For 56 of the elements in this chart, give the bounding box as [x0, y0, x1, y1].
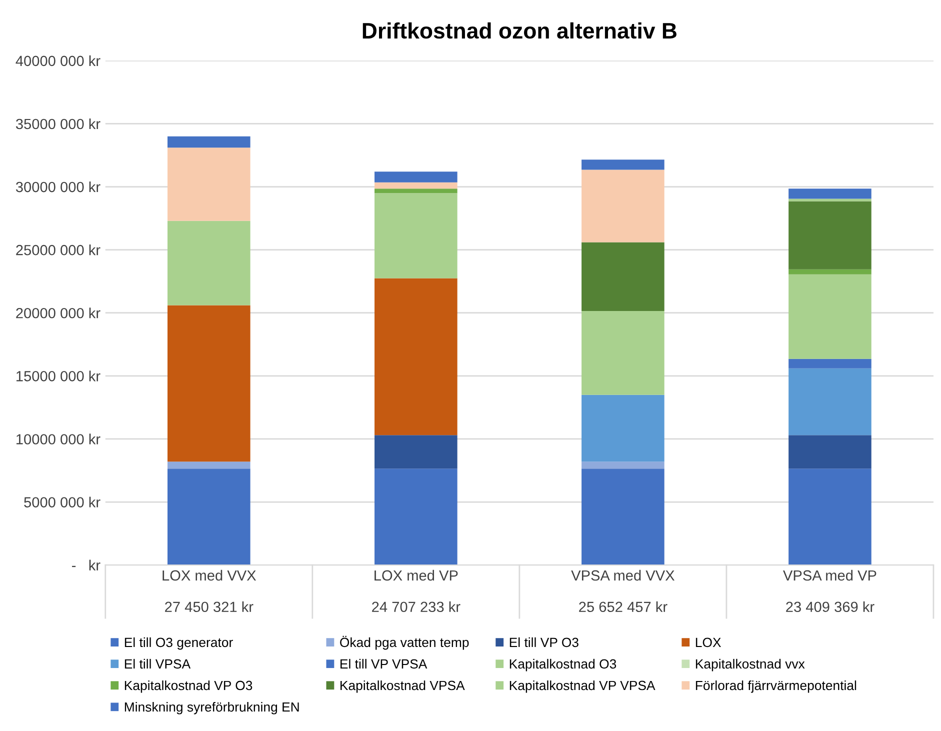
legend-label: El till VP O3: [510, 637, 578, 648]
bar: [374, 435, 458, 469]
legend-label: El till VPSA: [124, 658, 191, 669]
y-tick-label: 35000 000 kr: [16, 118, 100, 130]
bar: [168, 220, 250, 306]
bar: [374, 188, 458, 194]
bar: [168, 148, 250, 221]
bar: [168, 305, 250, 462]
y-tick-label: 15000 000 kr: [16, 370, 100, 382]
bar: [582, 160, 664, 170]
bar: [582, 462, 664, 469]
y-tick-label: 10000 000 kr: [16, 434, 100, 444]
bar: [168, 462, 250, 469]
bar: [374, 193, 458, 278]
category-label: LOX med VVX 27 450 321 kr: [162, 570, 256, 612]
bar: [374, 278, 458, 436]
y-tick-label: 20000 000 kr: [16, 308, 100, 318]
legend-label: Kapitalkostnad VP VPSA: [510, 680, 656, 693]
legend-label: Kapitalkostnad vvx: [696, 658, 805, 672]
bar: [788, 435, 872, 469]
y-tick-label: 25000 000 kr: [16, 244, 100, 256]
legend-label: LOX: [696, 638, 721, 648]
legend-label: Kapitalkostnad VPSA: [340, 680, 465, 693]
y-tick-label: 40000 000 kr: [16, 55, 100, 66]
legend-label: El till VP VPSA: [340, 658, 428, 669]
legend-label: Minskning syreförbrukning EN: [124, 702, 299, 714]
y-tick-label: 5000 000 kr: [24, 496, 100, 508]
bar: [168, 468, 250, 566]
legend-label: El till O3 generator: [124, 637, 233, 650]
bar: [788, 468, 872, 566]
legend-label: Ökad pga vatten temp: [340, 636, 469, 650]
y-tick-label: - kr: [72, 560, 100, 570]
bar: [788, 201, 872, 270]
bar: [582, 242, 664, 311]
bar: [788, 274, 872, 359]
bar: [788, 188, 872, 199]
bar: [788, 358, 872, 368]
category-label: VPSA med VVX 25 652 457 kr: [571, 570, 675, 612]
legend-label: Kapitalkostnad O3: [510, 658, 616, 672]
bar: [374, 468, 458, 566]
category-label: LOX med VP 24 707 233 kr: [372, 570, 460, 612]
bar: [582, 310, 664, 395]
bar: [582, 468, 664, 566]
bar: [374, 182, 458, 189]
bar: [788, 368, 872, 436]
bar: [582, 170, 664, 242]
bar: [788, 269, 872, 274]
bar: [374, 172, 458, 182]
bar: [582, 394, 664, 462]
category-label: VPSA med VP 23 409 369 kr: [783, 570, 876, 612]
legend-label: Kapitalkostnad VP O3: [124, 680, 252, 693]
y-tick-label: 30000 000 kr: [16, 181, 100, 192]
chart-title: Driftkostnad ozon alternativ B: [362, 22, 676, 39]
bar: [788, 198, 872, 202]
bar: [168, 136, 250, 148]
legend-label: Förlorad fjärrvärmepotential: [696, 680, 856, 693]
